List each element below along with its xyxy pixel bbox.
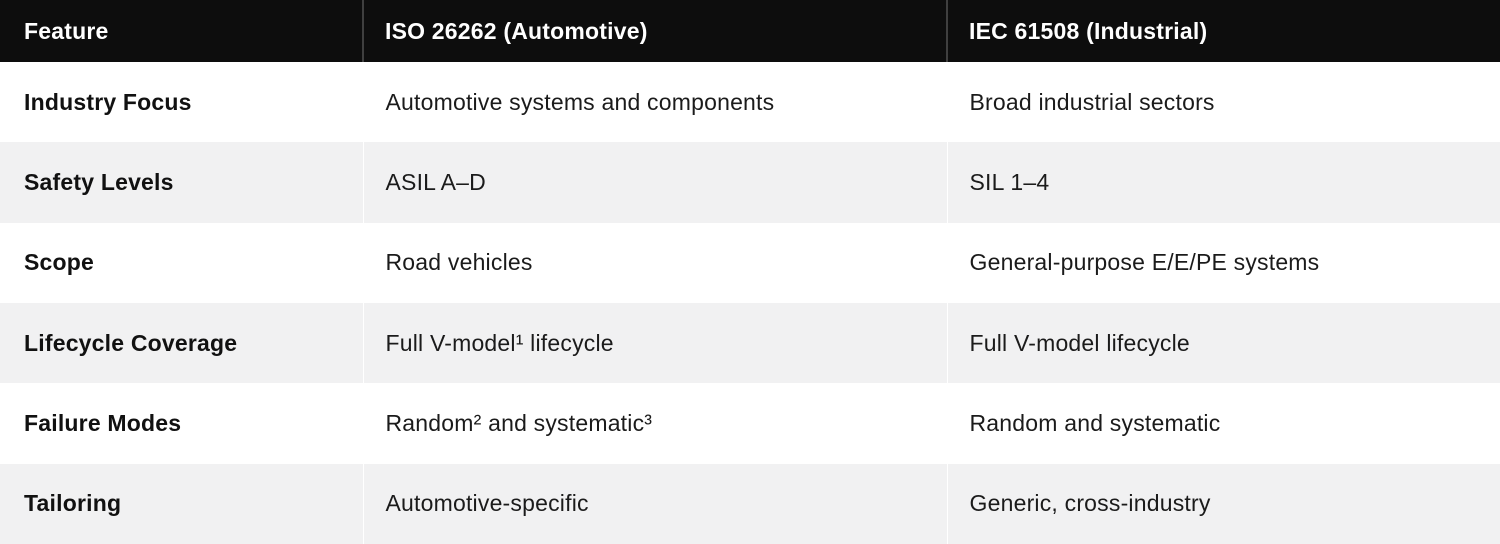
iec-61508-cell: Full V-model lifecycle [946,302,1500,384]
feature-cell: Tailoring [24,490,122,517]
iec-61508-cell: Broad industrial sectors [946,62,1500,143]
feature-cell: Industry Focus [24,88,192,115]
iec-61508-cell: General-purpose E/E/PE systems [946,222,1500,303]
feature-cell: Scope [24,249,95,276]
iso-26262-cell: ASIL A–D [362,142,947,223]
table-row: Scope Road vehicles General-purpose E/E/… [0,222,1500,303]
iso-26262-cell: Road vehicles [362,222,947,303]
table-header: Feature ISO 26262 (Automotive) IEC 61508… [0,0,1500,62]
iso-26262-cell: Random² and systematic³ [362,383,947,464]
feature-cell: Safety Levels [24,168,174,195]
column-header-iec-61508: IEC 61508 (Industrial) [946,0,1500,62]
iec-61508-cell: Random and systematic [946,383,1500,464]
table-row: Tailoring Automotive-specific Generic, c… [0,463,1500,544]
feature-cell: Failure Modes [24,409,182,436]
iec-61508-cell: SIL 1–4 [946,142,1500,223]
table-body: Industry Focus Automotive systems and co… [0,62,1500,544]
column-header-feature: Feature [0,0,363,62]
iec-61508-cell: Generic, cross-industry [946,463,1500,544]
iso-26262-cell: Automotive systems and components [362,62,947,143]
column-header-iso-26262: ISO 26262 (Automotive) [362,0,947,62]
table-row: Failure Modes Random² and systematic³ Ra… [0,383,1500,464]
table-row: Industry Focus Automotive systems and co… [0,62,1500,143]
iso-26262-cell: Full V-model¹ lifecycle [362,302,947,384]
table-row: Lifecycle Coverage Full V-model¹ lifecyc… [0,302,1500,384]
iso-26262-cell: Automotive-specific [362,463,947,544]
table-row: Safety Levels ASIL A–D SIL 1–4 [0,142,1500,223]
header-row: Feature ISO 26262 (Automotive) IEC 61508… [0,0,1500,62]
feature-cell: Lifecycle Coverage [24,329,238,356]
